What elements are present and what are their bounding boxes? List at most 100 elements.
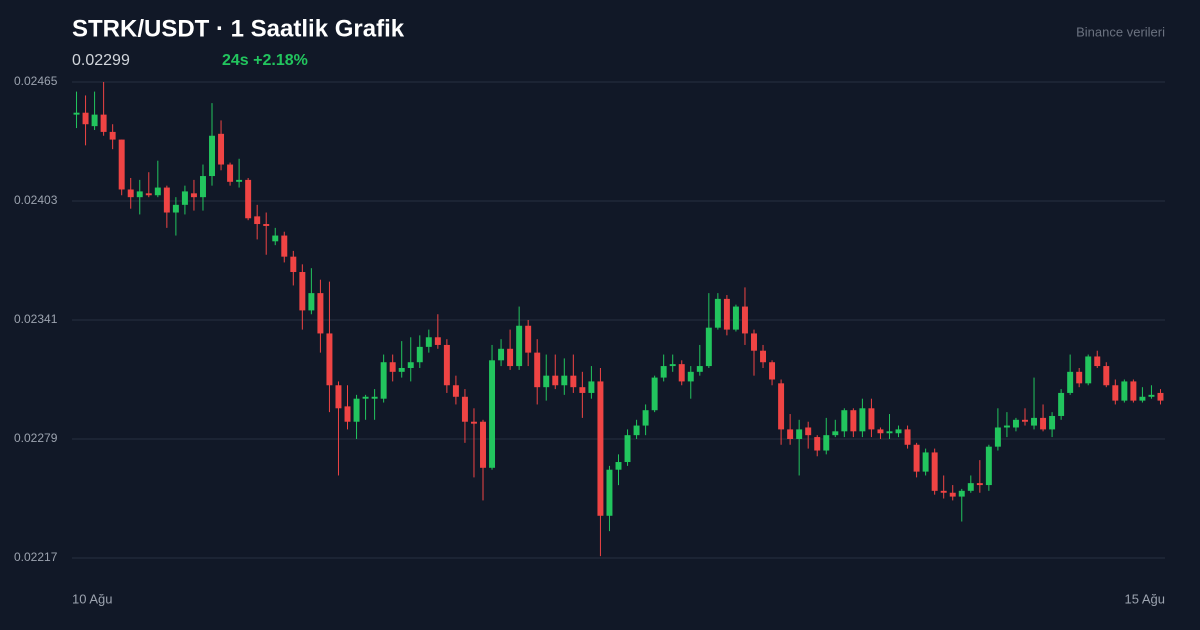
candle-body [624, 435, 631, 463]
candle-body [308, 293, 315, 311]
candle-body [1049, 415, 1056, 430]
candle-body [913, 444, 920, 472]
candle-body [118, 139, 125, 190]
candle-body [841, 410, 848, 432]
candle-body [741, 306, 748, 334]
candle-body [931, 452, 938, 491]
candle-body [967, 483, 974, 491]
candle-body [850, 410, 857, 432]
candle-body [181, 191, 188, 205]
candle-body [480, 421, 486, 468]
candle-body [859, 408, 866, 432]
candle-body [832, 431, 839, 436]
candle-body [579, 387, 586, 393]
candle-body [1157, 392, 1164, 401]
candle-body [660, 366, 667, 378]
candle-body [877, 429, 884, 434]
candle-body [1067, 371, 1074, 393]
candle-body [199, 176, 206, 198]
candle-body [615, 462, 622, 470]
candle-body [73, 112, 80, 115]
candle-body [1094, 356, 1101, 367]
candle-body [389, 362, 396, 372]
y-tick-label: 0.02341 [14, 312, 58, 326]
candle-body [732, 306, 739, 330]
candle-body [154, 187, 161, 196]
candle-body [1121, 381, 1128, 401]
candle-body [281, 235, 288, 257]
candle-body [443, 344, 450, 386]
candle-body [461, 396, 468, 422]
candle-body [760, 350, 767, 363]
candle-body [1076, 371, 1083, 384]
candle-body [633, 425, 640, 436]
candle-body [425, 337, 432, 347]
candle-body [651, 377, 658, 411]
last-price: 0.02299 [72, 52, 130, 69]
candle-body [678, 364, 685, 382]
candle-body [796, 429, 803, 439]
candle-body [552, 375, 559, 386]
candle-body [353, 398, 360, 422]
candle-body [172, 204, 179, 213]
candle-body [570, 375, 577, 388]
candle-body [1012, 419, 1019, 428]
candle-body [236, 179, 243, 182]
candle-body [1040, 417, 1047, 430]
candle-body [335, 385, 342, 409]
candle-body [516, 325, 523, 367]
y-tick-label: 0.02279 [14, 431, 58, 445]
candle-body [534, 352, 541, 388]
candle-body [1103, 366, 1110, 386]
candle-body [696, 366, 703, 372]
candle-body [190, 193, 197, 198]
source: Binance verileri [1076, 24, 1165, 39]
candle-body [263, 224, 270, 226]
candle-body [344, 406, 351, 422]
candle-body [362, 396, 369, 399]
candle-body [290, 256, 297, 273]
candle-body [1085, 356, 1092, 384]
candle-body [642, 410, 649, 426]
candle-body [714, 298, 721, 328]
candle-body [976, 483, 983, 486]
candle-body [1139, 396, 1146, 401]
candle-body [886, 431, 893, 434]
candle-body [498, 348, 505, 361]
candle-body [669, 364, 676, 367]
candle-body [1031, 417, 1038, 426]
candle-body [317, 293, 324, 334]
candle-body [1003, 425, 1010, 428]
candle-body [904, 429, 911, 445]
candle-body [895, 429, 902, 434]
candle-body [407, 362, 414, 368]
candle-body [687, 371, 694, 382]
candle-body [814, 437, 821, 451]
candle-body [985, 446, 992, 486]
candle-body [922, 452, 929, 472]
candle-body [769, 362, 776, 380]
candle-body [994, 427, 1001, 447]
candle-body [1112, 385, 1119, 401]
candle-body [588, 381, 595, 393]
candle-body [163, 187, 170, 213]
candle-body [127, 189, 134, 198]
candle-body [597, 381, 604, 516]
candle-body [91, 114, 98, 127]
candle-body [723, 298, 730, 330]
candle-body [868, 408, 875, 430]
candle-body [209, 135, 215, 177]
candle-body [145, 193, 152, 196]
candle-body [434, 337, 441, 345]
candle-body [751, 333, 757, 351]
candle-body [705, 327, 712, 367]
candle-body [416, 346, 423, 363]
candle-body [82, 112, 89, 125]
candle-body [245, 179, 252, 219]
candle-body [470, 421, 477, 424]
candle-body [507, 348, 514, 367]
candle-body [543, 375, 550, 388]
candle-body [227, 164, 234, 182]
candle-body [254, 216, 261, 225]
candle-body [272, 235, 279, 242]
